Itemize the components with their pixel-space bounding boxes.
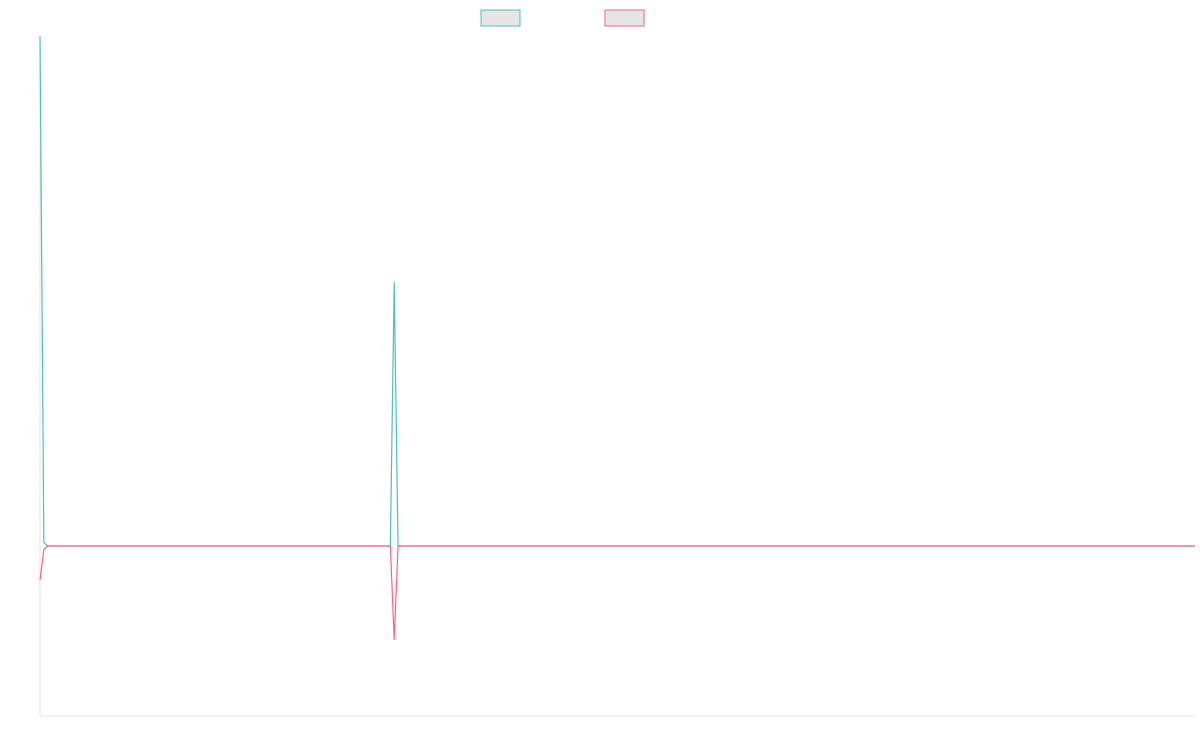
chart-axes — [39, 36, 1195, 717]
legend-swatch-1[interactable] — [480, 9, 521, 27]
legend-swatch-2[interactable] — [604, 9, 645, 27]
chart-legend[interactable] — [480, 9, 645, 27]
legend-item-1[interactable] — [480, 9, 521, 27]
series-line-2 — [39, 545, 1195, 641]
legend-item-2[interactable] — [604, 9, 645, 27]
series-line-1 — [39, 35, 1195, 547]
chart-series — [39, 35, 1195, 641]
